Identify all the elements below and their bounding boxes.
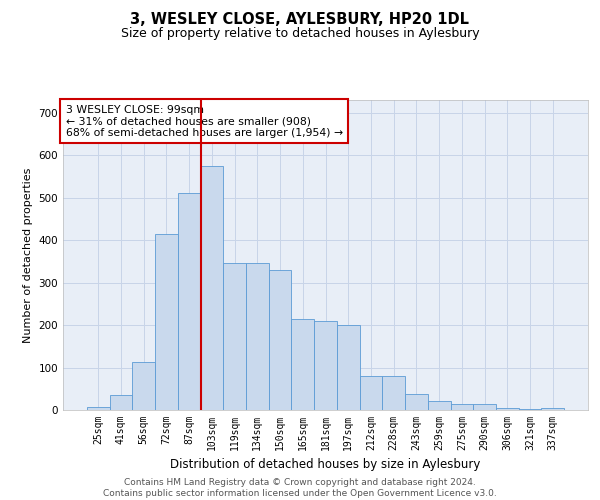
Bar — [359, 376, 382, 410]
Bar — [246, 264, 269, 410]
Bar — [223, 264, 246, 410]
Bar — [110, 395, 133, 410]
Text: 3 WESLEY CLOSE: 99sqm
← 31% of detached houses are smaller (908)
68% of semi-det: 3 WESLEY CLOSE: 99sqm ← 31% of detached … — [65, 104, 343, 138]
Bar — [496, 408, 518, 410]
Bar — [405, 394, 428, 410]
Bar — [200, 166, 223, 410]
Bar — [155, 234, 178, 410]
Bar — [87, 407, 110, 410]
Bar — [269, 270, 292, 410]
Bar — [292, 318, 314, 410]
Bar — [428, 400, 451, 410]
X-axis label: Distribution of detached houses by size in Aylesbury: Distribution of detached houses by size … — [170, 458, 481, 471]
Y-axis label: Number of detached properties: Number of detached properties — [23, 168, 33, 342]
Bar — [382, 376, 405, 410]
Text: Contains HM Land Registry data © Crown copyright and database right 2024.
Contai: Contains HM Land Registry data © Crown c… — [103, 478, 497, 498]
Bar — [314, 321, 337, 410]
Bar — [178, 194, 200, 410]
Bar — [473, 404, 496, 410]
Bar — [451, 404, 473, 410]
Text: Size of property relative to detached houses in Aylesbury: Size of property relative to detached ho… — [121, 28, 479, 40]
Bar — [133, 362, 155, 410]
Bar — [541, 408, 564, 410]
Bar — [518, 408, 541, 410]
Bar — [337, 325, 359, 410]
Text: 3, WESLEY CLOSE, AYLESBURY, HP20 1DL: 3, WESLEY CLOSE, AYLESBURY, HP20 1DL — [131, 12, 470, 28]
